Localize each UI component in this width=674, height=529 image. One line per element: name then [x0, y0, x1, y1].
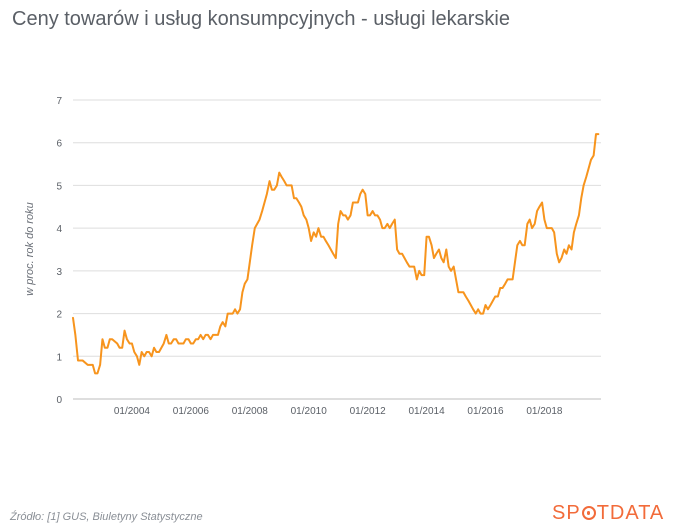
x-axis-ticks: 01/2004 01/2006 01/2008 01/2010 01/2012 01/20… — [114, 406, 563, 417]
y-tick-label: 5 — [56, 181, 62, 192]
y-tick-label: 6 — [56, 139, 62, 150]
y-axis-ticks: 0 1 2 3 4 5 6 7 — [56, 96, 62, 406]
x-tick-label: 01/2018 — [526, 406, 563, 417]
series-line — [72, 133, 600, 375]
y-tick-label: 3 — [56, 267, 62, 278]
chart-title: Ceny towarów i usług konsumpcyjnych - us… — [12, 8, 510, 30]
y-tick-label: 7 — [56, 96, 62, 107]
x-tick-label: 01/2014 — [408, 406, 445, 417]
x-tick-label: 01/2016 — [467, 406, 504, 417]
x-tick-label: 01/2010 — [291, 406, 328, 417]
y-axis-label: w proc. rok do roku — [24, 202, 36, 296]
source-note: Źródło: [1] GUS, Biuletyny Statystyczne — [10, 511, 203, 523]
y-tick-label: 4 — [56, 224, 62, 235]
spotdata-logo: SP TDATA — [552, 502, 664, 525]
y-tick-label: 0 — [56, 395, 62, 406]
y-tick-label: 1 — [56, 352, 62, 363]
logo-o-icon — [581, 506, 596, 520]
y-tick-label: 2 — [56, 310, 62, 321]
logo-text-right: TDATA — [596, 502, 665, 524]
series — [72, 133, 600, 375]
x-tick-label: 01/2004 — [114, 406, 151, 417]
logo-text-left: SP — [552, 502, 581, 524]
x-tick-label: 01/2008 — [232, 406, 269, 417]
x-tick-label: 01/2012 — [350, 406, 387, 417]
x-tick-label: 01/2006 — [173, 406, 210, 417]
